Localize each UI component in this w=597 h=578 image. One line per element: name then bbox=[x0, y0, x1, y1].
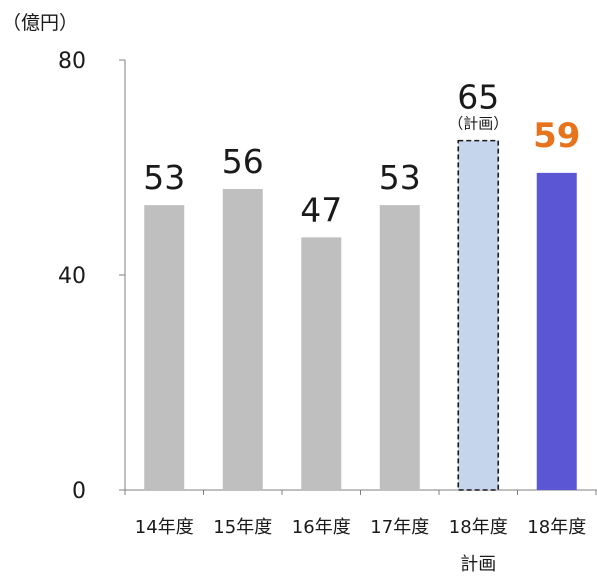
value-label: 65 bbox=[457, 78, 499, 117]
x-category-label: 18年度 bbox=[449, 517, 508, 538]
y-tick-label: 80 bbox=[58, 49, 86, 74]
x-category-label: 14年度 bbox=[135, 517, 194, 538]
bar bbox=[379, 205, 420, 490]
y-tick-label: 40 bbox=[58, 264, 86, 289]
bar bbox=[144, 205, 185, 490]
bar bbox=[222, 189, 263, 490]
value-label: 53 bbox=[143, 158, 185, 197]
value-label: 56 bbox=[222, 142, 264, 181]
x-category-label: 17年度 bbox=[370, 517, 429, 538]
x-category-label: 16年度 bbox=[292, 517, 351, 538]
unit-label: （億円） bbox=[2, 12, 79, 34]
value-label: 59 bbox=[533, 116, 580, 156]
x-category-sublabel: 計画 bbox=[460, 554, 496, 575]
x-category-label: 15年度 bbox=[213, 517, 272, 538]
plan-bar bbox=[457, 139, 500, 491]
x-category-label: 18年度 bbox=[527, 517, 586, 538]
value-label: 47 bbox=[300, 190, 342, 229]
y-tick-label: 0 bbox=[72, 479, 86, 504]
latest-bar bbox=[536, 172, 577, 490]
plan-sub-label: （計画） bbox=[448, 115, 508, 133]
value-label: 53 bbox=[379, 158, 421, 197]
bar bbox=[301, 237, 342, 490]
